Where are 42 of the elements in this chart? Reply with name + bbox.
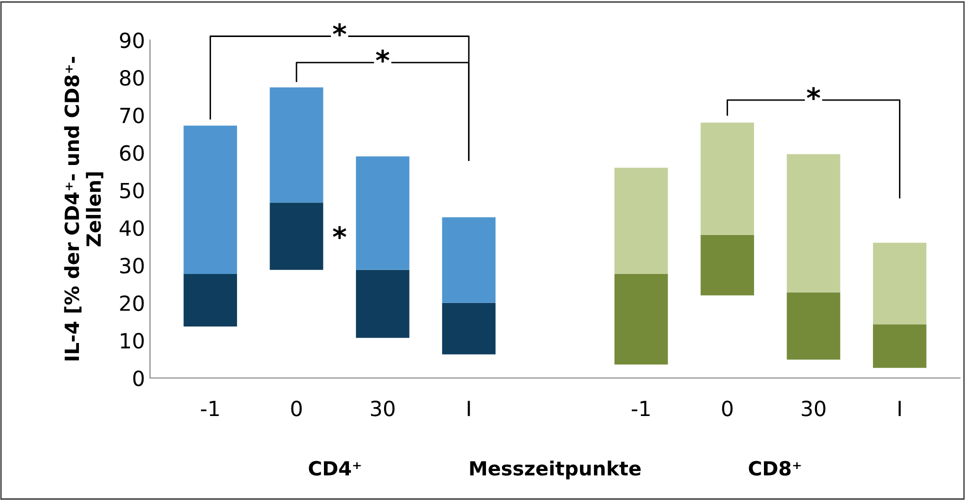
bar (700, 122, 754, 235)
bar (270, 87, 324, 203)
annotation: * (332, 226, 346, 239)
y-tick-label: 70 (120, 108, 144, 124)
x-tick-label: I (898, 400, 901, 416)
text: CD8⁺ (748, 460, 801, 476)
bar (270, 202, 324, 270)
x-tick-label: 0 (291, 400, 302, 416)
bar (700, 234, 754, 296)
x-axis-title: Messzeitpunkte (470, 460, 641, 480)
bar (356, 156, 410, 270)
bar (442, 217, 496, 303)
y-tick-label: 10 (120, 332, 144, 349)
text: * (332, 23, 346, 36)
bar (442, 302, 496, 354)
x-tick-label: -1 (200, 400, 219, 416)
y-tick-label: 0 (133, 370, 144, 386)
text: CD4⁺ (308, 460, 361, 476)
bar (356, 270, 410, 338)
y-tick-label: 60 (120, 145, 144, 161)
bar (184, 126, 238, 274)
y-tick-label: 40 (120, 220, 144, 236)
x-tick-label: 30 (802, 400, 826, 416)
y-tick-label: 90 (120, 32, 144, 48)
bar (872, 242, 926, 324)
bar (184, 274, 238, 327)
x-tick-label: 0 (722, 400, 733, 416)
x-tick-label: -1 (632, 400, 650, 416)
bar (786, 154, 840, 292)
y-axis-title: IL-4 [% der CD4⁺- und CD8⁺- Zellen] (64, 56, 104, 360)
annotation: * (806, 87, 820, 100)
bar (614, 168, 668, 274)
x-tick-label: 30 (370, 400, 395, 416)
bar (786, 292, 840, 360)
y-tick-label: 50 (120, 182, 144, 198)
y-tick-label: 30 (120, 258, 144, 274)
y-tick-label: 20 (120, 295, 144, 312)
bar (872, 324, 926, 368)
x-tick-label: I (468, 400, 470, 416)
y-tick-label: 80 (120, 70, 144, 86)
bar (614, 274, 668, 364)
annotation: * (376, 50, 390, 62)
